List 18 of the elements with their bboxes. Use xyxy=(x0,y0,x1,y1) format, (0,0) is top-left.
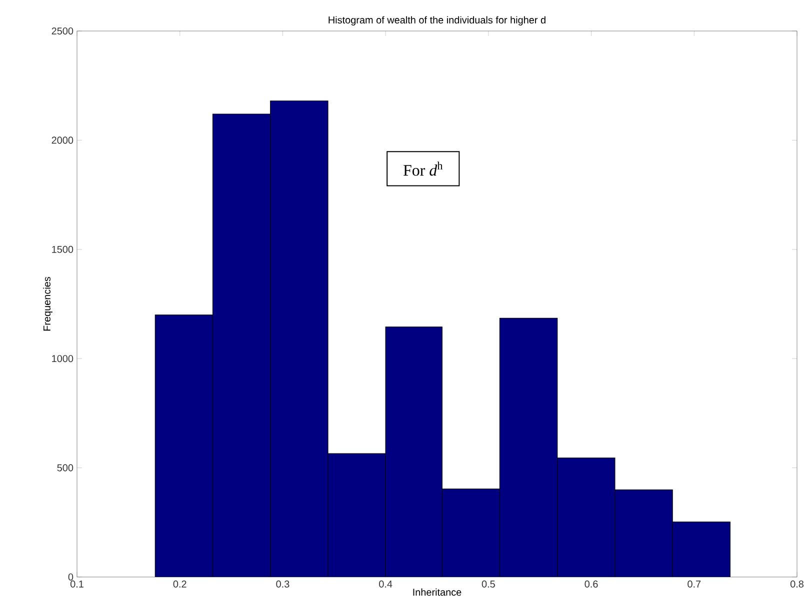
x-tick-label: 0.2 xyxy=(173,580,186,588)
x-tick-label: 0.3 xyxy=(276,580,290,588)
y-tick-label: 0 xyxy=(68,573,74,581)
y-tick-label: 2500 xyxy=(52,27,74,35)
x-tick-label: 0.7 xyxy=(688,580,701,588)
y-tick-label: 1500 xyxy=(52,246,74,253)
x-tick-label: 0.4 xyxy=(379,580,392,588)
y-axis-title: Frequencies xyxy=(43,276,52,331)
chart-title: Histogram of wealth of the individuals for higher d xyxy=(328,16,546,26)
y-tick-label: 1000 xyxy=(52,355,74,362)
x-tick-label: 0.1 xyxy=(70,580,84,588)
x-tick-label: 0.6 xyxy=(584,580,598,588)
y-tick-label: 2000 xyxy=(52,136,74,144)
x-axis-title: Inheritance xyxy=(413,588,462,596)
x-tick-label: 0.8 xyxy=(790,580,804,588)
x-tick-label: 0.5 xyxy=(482,580,495,588)
y-tick-label: 500 xyxy=(57,464,74,472)
annotation: For d$^{h}$ xyxy=(403,162,443,176)
